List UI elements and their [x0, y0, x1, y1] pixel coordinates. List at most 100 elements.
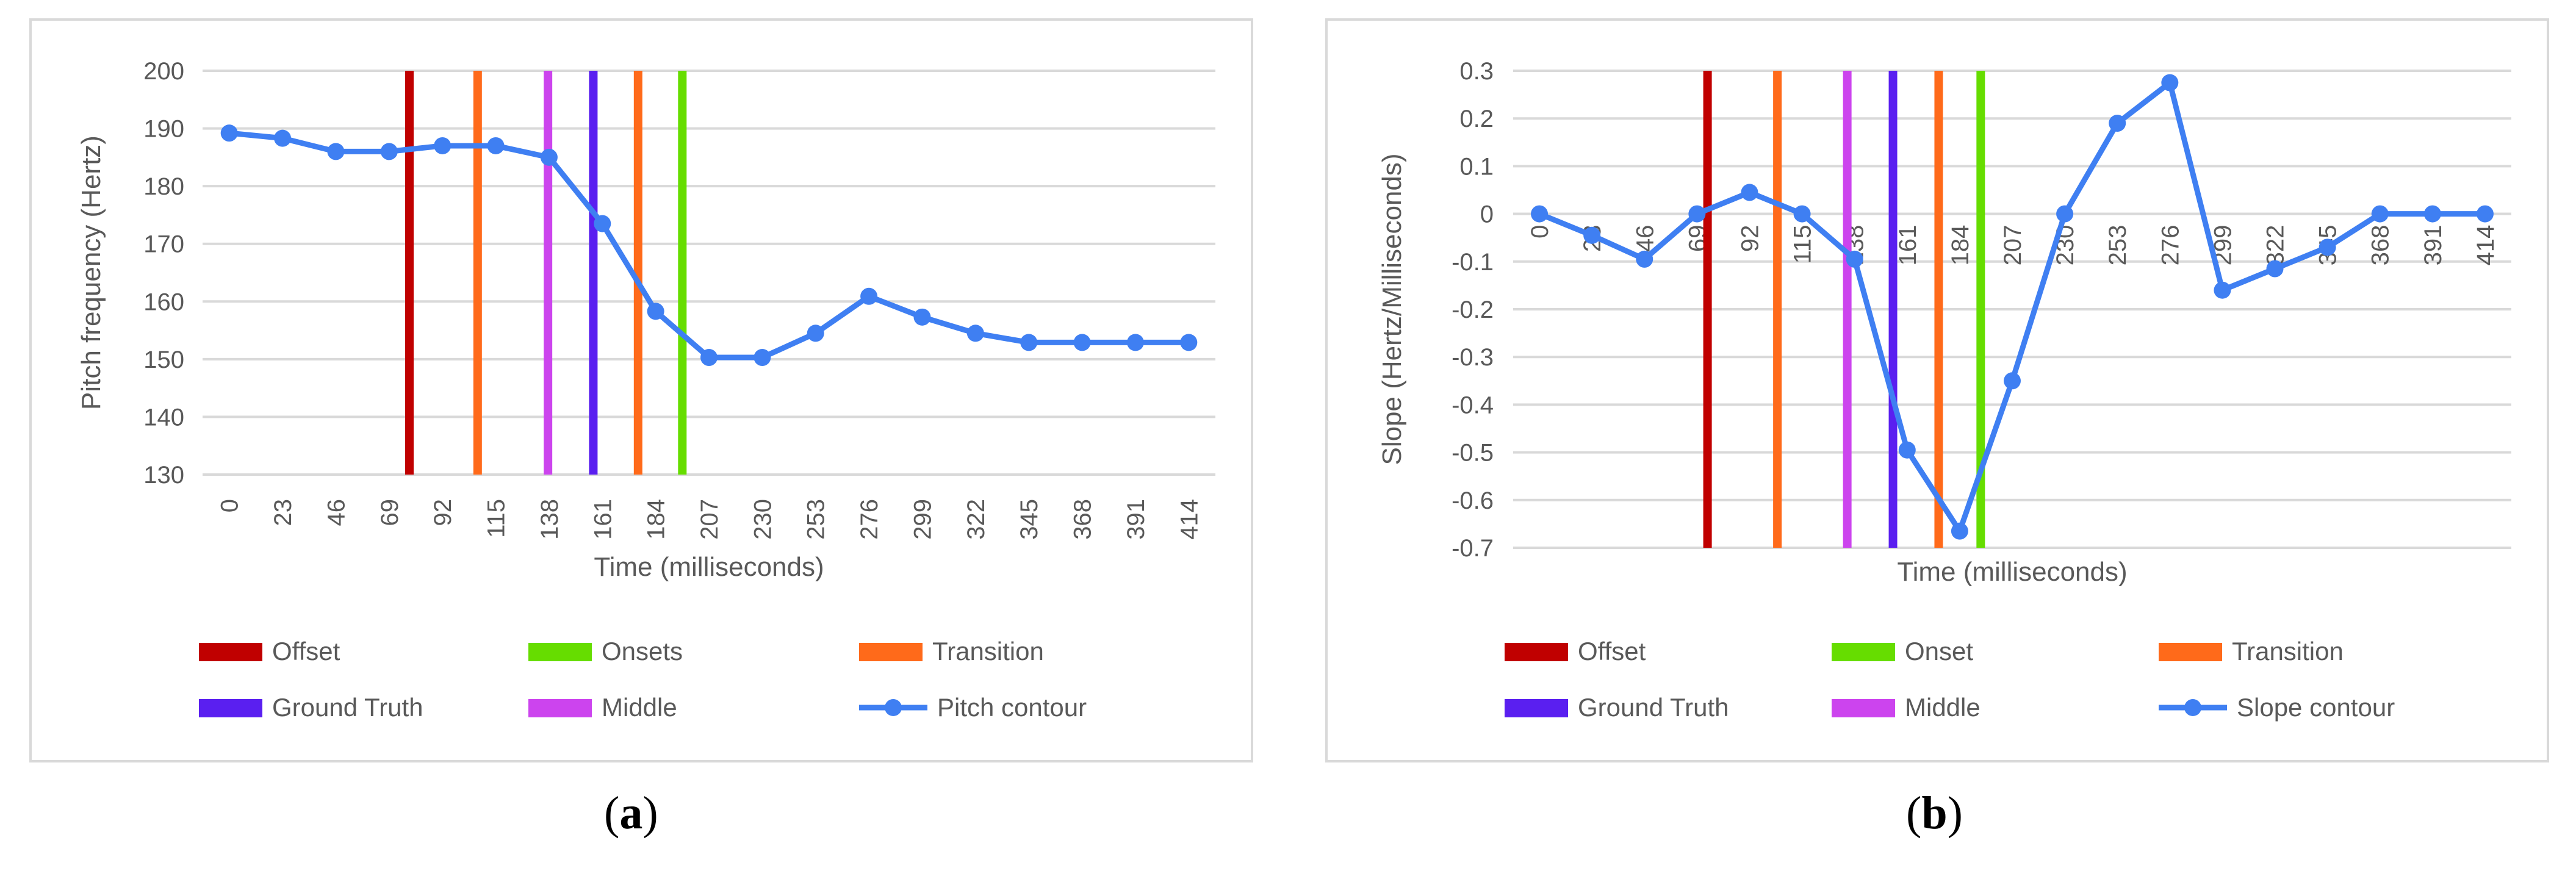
- chart-a-xtick-label: 276: [856, 499, 883, 540]
- chart-a-xtick-label: 414: [1176, 499, 1203, 540]
- chart-b-ytick-label: -0.2: [1452, 296, 1494, 323]
- chart-b-xtick-label: 161: [1894, 225, 1921, 266]
- chart-b-xtick-label: 115: [1790, 225, 1816, 264]
- chart-b-xtick-label: 92: [1736, 225, 1763, 253]
- chart-a-ytick-label: 190: [143, 116, 184, 143]
- chart-b-legend-swatch: [2159, 643, 2222, 661]
- chart-b-data-point: [2266, 260, 2284, 278]
- chart-b-legend-swatch: [1505, 643, 1568, 661]
- chart-b-ytick-label: -0.1: [1452, 249, 1494, 276]
- chart-a-xtick-label: 115: [483, 499, 510, 538]
- chart-a-xtick-label: 207: [696, 499, 723, 540]
- chart-b-ytick-label: -0.6: [1452, 487, 1494, 514]
- chart-a-data-point: [594, 215, 611, 232]
- chart-a-legend-label: Onsets: [602, 637, 683, 666]
- chart-b-legend-label: Onset: [1905, 637, 1973, 666]
- chart-b-xtick-label: 184: [1947, 225, 1974, 266]
- caption-b-open: (: [1906, 788, 1922, 839]
- chart-a-legend-label: Ground Truth: [272, 693, 423, 722]
- chart-b-data-point: [1688, 205, 1706, 223]
- chart-a-xlabel: Time (milliseconds): [594, 552, 824, 582]
- chart-a-series-line: [229, 130, 1189, 361]
- chart-a-legend-swatch: [859, 643, 923, 661]
- chart-a-legend-swatch: [199, 643, 262, 661]
- chart-a-data-point: [1020, 334, 1038, 351]
- chart-a-ytick-label: 130: [143, 462, 184, 489]
- chart-a-legend-label: Transition: [932, 637, 1044, 666]
- chart-a-data-point: [754, 349, 771, 367]
- chart-b-ytick-label: 0.1: [1459, 153, 1494, 180]
- chart-a-ytick-label: 140: [143, 404, 184, 431]
- chart-a-data-point: [1126, 334, 1144, 351]
- chart-a-data-point: [913, 308, 931, 326]
- caption-a: (a): [604, 787, 658, 840]
- chart-a-data-point: [274, 129, 292, 147]
- chart-a-legend-swatch: [528, 643, 592, 661]
- chart-b-ytick-label: -0.4: [1452, 392, 1494, 418]
- chart-a-xtick-label: 92: [430, 499, 456, 526]
- chart-a-legend-marker: [885, 699, 902, 716]
- chart-a-xtick-label: 23: [270, 499, 297, 526]
- chart-b-data-point: [1531, 205, 1549, 223]
- chart-b-data-point: [1898, 441, 1916, 459]
- chart-a-data-point: [434, 137, 452, 154]
- chart-b-ytick-label: 0: [1480, 201, 1494, 228]
- chart-a-data-point: [807, 325, 824, 342]
- chart-a-xtick-label: 138: [536, 499, 563, 540]
- chart-b-data-point: [2004, 372, 2021, 390]
- chart-b-data-point: [2214, 281, 2231, 299]
- chart-b-data-point: [2371, 205, 2389, 223]
- chart-b-data-point: [1583, 226, 1601, 244]
- chart-b-data-point: [2056, 205, 2074, 223]
- chart-a-data-point: [1073, 334, 1091, 351]
- chart-b-legend-label: Middle: [1905, 693, 1981, 722]
- chart-b-data-point: [2423, 205, 2441, 223]
- caption-a-close: ): [642, 788, 658, 839]
- chart-b-xtick-label: 414: [2472, 225, 2499, 266]
- chart-b-xtick-label: 207: [1999, 225, 2026, 266]
- chart-b-legend-label: Ground Truth: [1578, 693, 1729, 722]
- chart-a-ytick-label: 170: [143, 231, 184, 258]
- chart-b-series-line: [1538, 80, 2485, 534]
- chart-b-ytick-label: -0.7: [1452, 535, 1494, 562]
- chart-panel-b: -0.7 -0.6 -0.5 -0.4 -0.3 -0.2 -0.1 0 0.1 0.2 0.3 Sl…: [1325, 18, 2549, 762]
- chart-b-data-point: [2319, 239, 2336, 256]
- chart-a-legend-label: Middle: [602, 693, 677, 722]
- chart-a-data-point: [966, 325, 984, 342]
- chart-panel-a: 130 140 150 160 170 180 190 200 Pitch frequency …: [29, 18, 1253, 762]
- chart-a-xtick-label: 46: [323, 499, 350, 526]
- chart-b-xtick-label: 276: [2157, 225, 2184, 266]
- caption-b-close: ): [1947, 788, 1963, 839]
- chart-a-legend-label: Pitch contour: [937, 693, 1087, 722]
- chart-b-xtick-label: 322: [2262, 225, 2289, 266]
- chart-b-legend-marker: [2184, 699, 2201, 716]
- chart-b-ytick-label: -0.3: [1452, 344, 1494, 371]
- chart-a-data-point: [220, 124, 238, 142]
- chart-a-data-point: [700, 349, 718, 367]
- chart-b-ytick-label: -0.5: [1452, 440, 1494, 467]
- chart-b-ylabel: Slope (Hertz/Milliseconds): [1377, 153, 1407, 465]
- chart-a-xtick-label: 230: [749, 499, 776, 540]
- chart-b-legend-swatch: [1832, 643, 1895, 661]
- caption-b-letter: b: [1921, 788, 1948, 839]
- chart-b-ytick-label: 0.2: [1459, 106, 1494, 132]
- caption-a-open: (: [604, 788, 620, 839]
- chart-b-legend-label: Offset: [1578, 637, 1646, 666]
- chart-a-xtick-label: 253: [803, 499, 830, 540]
- chart-a-ytick-label: 180: [143, 173, 184, 200]
- caption-a-letter: a: [619, 788, 643, 839]
- chart-b-data-point: [2476, 205, 2494, 223]
- chart-b-data-point: [2161, 74, 2179, 91]
- chart-a-xtick-label: 345: [1016, 499, 1043, 540]
- caption-b: (b): [1906, 787, 1963, 840]
- chart-a-ytick-label: 160: [143, 289, 184, 315]
- chart-b-xtick-label: 391: [2420, 225, 2447, 266]
- chart-a-legend-label: Offset: [272, 637, 340, 666]
- chart-a-legend-swatch: [199, 699, 262, 717]
- chart-a-ytick-label: 150: [143, 346, 184, 373]
- chart-a-data-point: [540, 148, 558, 166]
- chart-b-xtick-label: 253: [2104, 225, 2131, 266]
- chart-a-xtick-label: 184: [643, 499, 670, 540]
- chart-b-data-point: [1846, 250, 1863, 268]
- chart-a-legend-swatch: [528, 699, 592, 717]
